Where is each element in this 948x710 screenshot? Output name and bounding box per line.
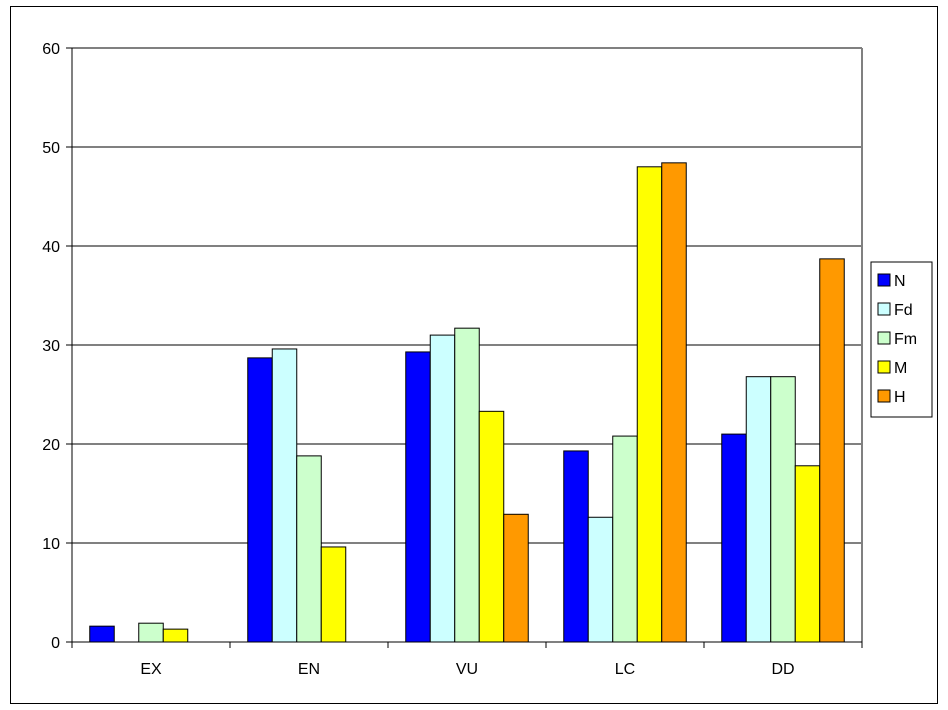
bar-n-dd — [721, 433, 747, 643]
bar-fm-vu — [454, 327, 480, 643]
bar-n-vu — [405, 351, 431, 643]
bar-fd-vu — [429, 334, 456, 643]
y-tick-label: 50 — [42, 140, 60, 157]
bar-h-vu — [503, 513, 529, 643]
x-tick-label: LC — [615, 661, 635, 678]
bar-fd-en — [271, 348, 298, 643]
legend-label-fm: Fm — [894, 331, 917, 348]
bar-n-ex — [89, 625, 115, 643]
legend-label-n: N — [894, 273, 906, 290]
x-tick-label: EX — [140, 661, 162, 678]
bar-m-ex — [162, 628, 189, 643]
y-tick-label: 20 — [42, 437, 60, 454]
bar-m-lc — [636, 166, 663, 643]
bar-m-vu — [478, 410, 505, 643]
y-tick-label: 30 — [42, 338, 60, 355]
bar-h-lc — [661, 162, 687, 643]
legend-swatch-fd — [877, 302, 891, 316]
legend-swatch-n — [877, 273, 891, 287]
x-tick-label: EN — [298, 661, 320, 678]
x-tick-label: VU — [456, 661, 478, 678]
bar-m-dd — [794, 465, 821, 643]
bar-m-en — [320, 546, 347, 643]
axes: 0 10 20 30 40 50 60 EX EN VU LC DD — [42, 41, 863, 678]
y-tick-label: 40 — [42, 239, 60, 256]
bar-fd-lc — [587, 516, 614, 643]
y-tick-label: 60 — [42, 41, 60, 58]
bar-fm-ex — [138, 622, 164, 643]
legend-swatch-fm — [877, 331, 891, 345]
bar-fm-en — [296, 455, 322, 643]
bar-fm-dd — [770, 376, 796, 643]
legend-swatch-h — [877, 389, 891, 403]
legend-label-fd: Fd — [894, 302, 913, 319]
bar-n-en — [247, 357, 273, 643]
bar-fd-dd — [745, 376, 772, 643]
legend-label-m: M — [894, 360, 907, 377]
x-tick-label: DD — [771, 661, 794, 678]
legend-label-h: H — [894, 389, 906, 406]
bar-n-lc — [563, 450, 589, 643]
legend-swatch-m — [877, 360, 891, 374]
bar-fm-lc — [612, 435, 638, 643]
y-tick-label: 10 — [42, 536, 60, 553]
y-tick-label: 0 — [51, 635, 60, 652]
bar-h-dd — [819, 258, 845, 643]
legend: N Fd Fm MH — [870, 261, 933, 418]
bars — [89, 162, 845, 643]
